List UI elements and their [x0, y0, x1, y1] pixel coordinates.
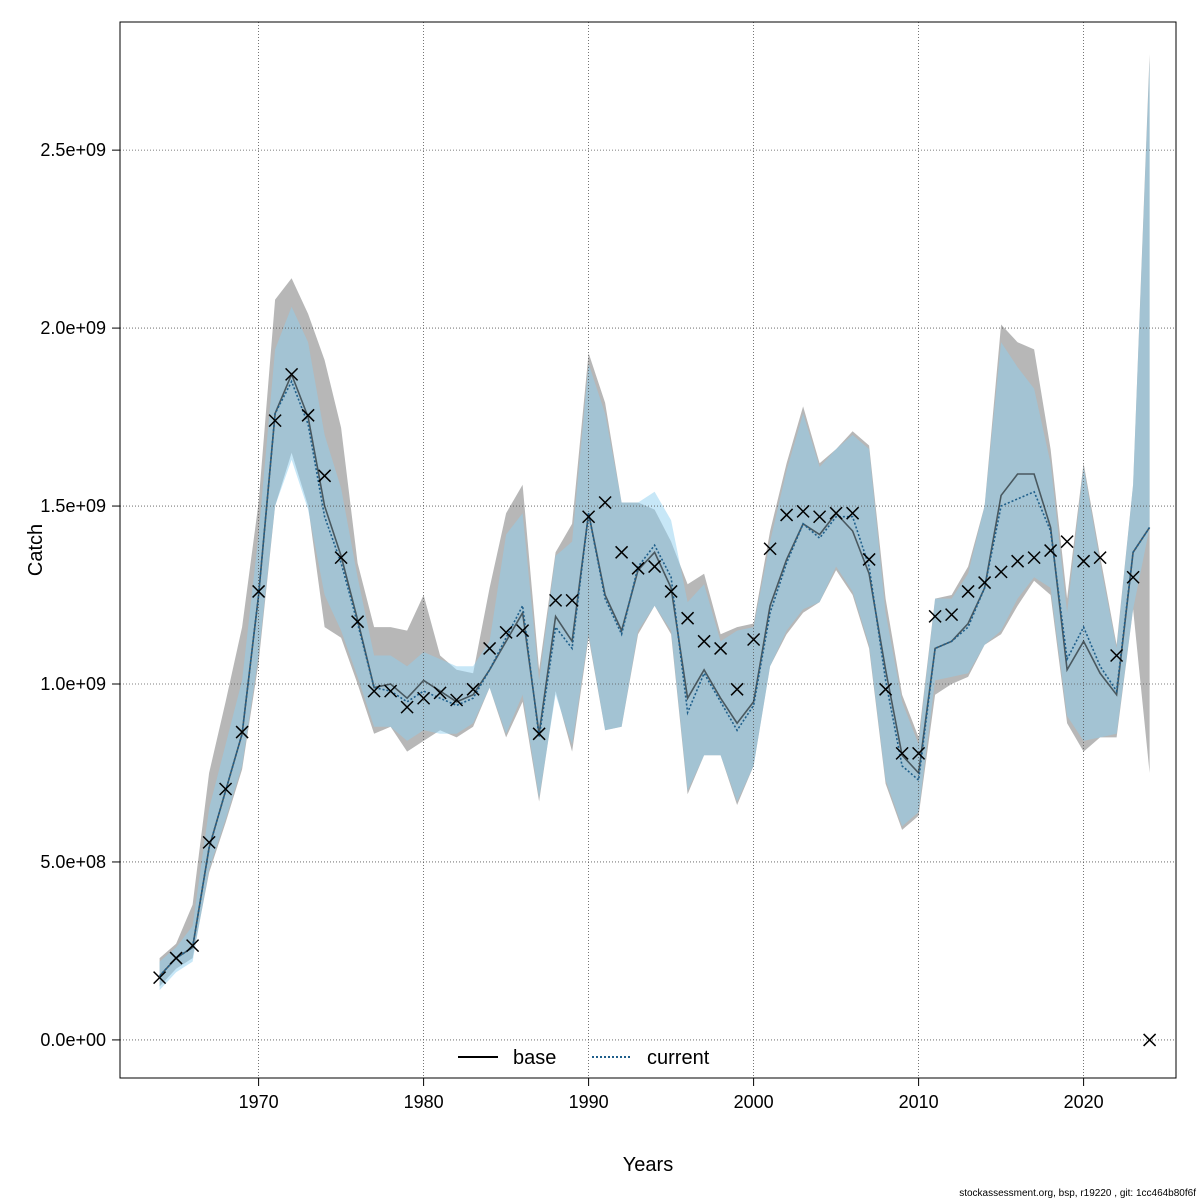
observed-point	[285, 367, 299, 381]
x-tick-label: 2000	[734, 1092, 774, 1112]
observed-point	[714, 641, 728, 655]
observed-point	[780, 508, 794, 522]
x-axis-title: Years	[623, 1154, 673, 1176]
y-tick-label: 2.0e+09	[40, 318, 106, 338]
observed-point	[351, 615, 365, 629]
observed-point	[549, 593, 563, 607]
observed-point	[1027, 551, 1041, 565]
observed-point	[813, 510, 827, 524]
x-tick-label: 2010	[899, 1092, 939, 1112]
observed-point	[1093, 551, 1107, 565]
observed-point	[763, 542, 777, 556]
observed-point	[499, 625, 513, 639]
observed-point	[730, 682, 744, 696]
observed-point	[1044, 544, 1058, 558]
observed-point	[384, 684, 398, 698]
observed-point	[417, 691, 431, 705]
observed-point	[1110, 648, 1124, 663]
y-tick-label: 2.5e+09	[40, 140, 106, 160]
observed-point	[483, 641, 497, 655]
legend-label-current: current	[647, 1047, 710, 1069]
y-axis-title: Catch	[25, 524, 47, 576]
observed-point	[219, 782, 233, 796]
observed-point	[681, 611, 695, 625]
gridlines	[120, 22, 1176, 1078]
observed-point	[466, 682, 480, 696]
observed-point	[928, 609, 942, 623]
observed-point	[912, 746, 926, 760]
observed-point	[433, 686, 447, 700]
observed-point	[153, 971, 167, 985]
observed-point	[268, 414, 282, 428]
observed-point	[994, 565, 1008, 579]
footer-credit: stockassessment.org, bsp, r19220 , git: …	[959, 1188, 1196, 1199]
observed-point	[664, 584, 678, 598]
plot-frame	[119, 21, 1177, 1079]
observed-point	[598, 495, 612, 510]
y-tick-label: 0.0e+00	[40, 1030, 106, 1050]
observed-point	[186, 939, 200, 953]
observed-point	[895, 746, 909, 760]
observed-point	[1143, 1033, 1157, 1047]
observed-markers	[153, 367, 1157, 1047]
observed-point	[582, 510, 596, 524]
observed-point	[235, 725, 249, 739]
observed-point	[1126, 570, 1140, 584]
y-tick-label: 1.0e+09	[40, 674, 106, 694]
line-current	[159, 379, 1151, 977]
observed-point	[796, 504, 810, 518]
observed-point	[747, 632, 761, 647]
x-tick-label: 1990	[569, 1092, 609, 1112]
observed-point	[829, 506, 843, 520]
observed-point	[532, 727, 546, 741]
y-tick-label: 5.0e+08	[40, 852, 106, 872]
observed-point	[565, 593, 579, 607]
observed-point	[615, 545, 629, 559]
observed-point	[334, 551, 348, 565]
observed-point	[252, 584, 266, 598]
legend: base current	[458, 1047, 710, 1069]
observed-point	[1060, 535, 1074, 549]
legend-label-base: base	[513, 1047, 556, 1069]
observed-point	[318, 469, 332, 483]
observed-point	[945, 608, 959, 622]
observed-point	[648, 560, 662, 574]
estimate-lines	[159, 372, 1151, 977]
observed-point	[978, 576, 992, 590]
observed-point	[846, 506, 860, 520]
observed-point	[961, 584, 975, 598]
x-tick-label: 2020	[1064, 1092, 1104, 1112]
observed-point	[301, 408, 315, 422]
x-tick-label: 1970	[239, 1092, 279, 1112]
observed-point	[697, 634, 711, 648]
observed-point	[879, 682, 893, 696]
observed-point	[169, 951, 183, 965]
x-tick-label: 1980	[404, 1092, 444, 1112]
observed-point	[400, 700, 414, 714]
observed-point	[631, 561, 645, 575]
observed-point	[202, 835, 216, 849]
observed-point	[1077, 554, 1091, 568]
y-tick-label: 1.5e+09	[40, 496, 106, 516]
observed-point	[450, 693, 464, 707]
band-current	[159, 61, 1150, 991]
x-axis: 1970 1980 1990 2000 2010 2020	[239, 1078, 1104, 1112]
y-axis: 0.0e+00 5.0e+08 1.0e+09 1.5e+09 2.0e+09 2.5e+…	[40, 140, 120, 1050]
observed-point	[862, 552, 876, 566]
observed-point	[516, 624, 530, 638]
observed-point	[1011, 554, 1025, 568]
observed-point	[367, 684, 381, 698]
